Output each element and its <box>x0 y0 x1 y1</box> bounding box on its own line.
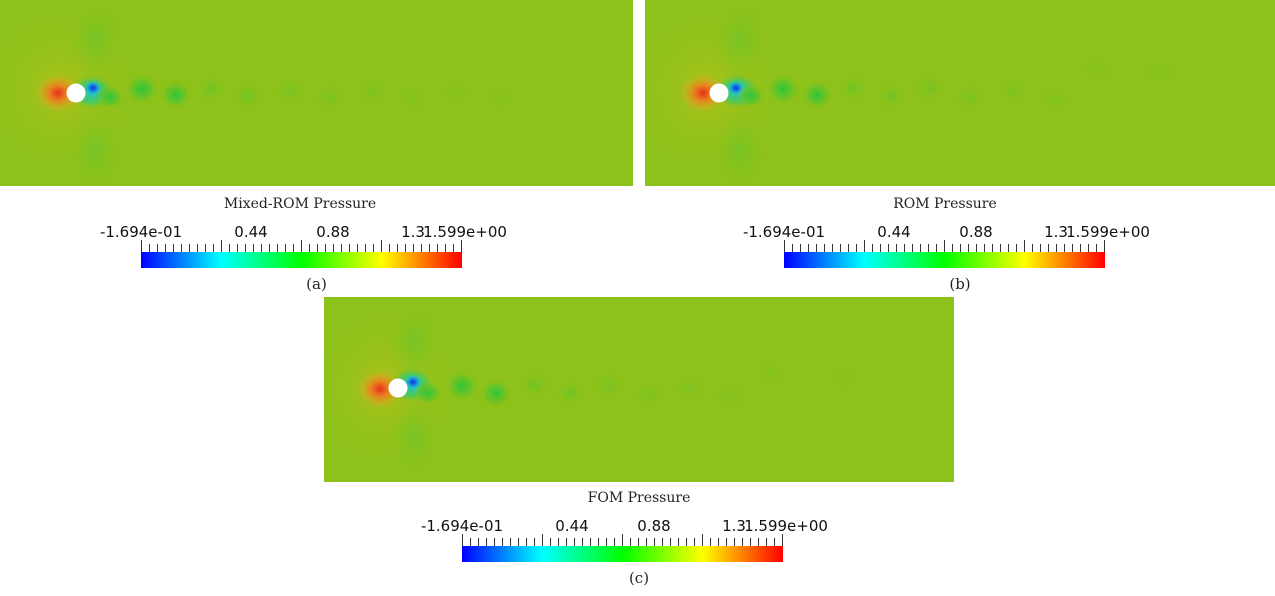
colorbar <box>141 252 462 268</box>
colorbar-label-044: 0.44 <box>555 517 589 535</box>
panel-c: FOM Pressure -1.694e-01 0.44 0.88 1.3 1.… <box>324 297 954 593</box>
panel-title: ROM Pressure <box>893 196 997 212</box>
colorbar-label-max: 1.599e+00 <box>423 223 507 241</box>
panel-title: FOM Pressure <box>587 490 691 506</box>
colorbar-label-min: -1.694e-01 <box>742 223 826 241</box>
pressure-field-rom <box>645 0 1275 186</box>
colorbar <box>784 252 1105 268</box>
colorbar-label-13: 1.3 <box>722 517 746 535</box>
cylinder-obstacle <box>388 378 408 398</box>
colorbar-label-min: -1.694e-01 <box>420 517 504 535</box>
colorbar-label-044: 0.44 <box>234 223 268 241</box>
panel-caption: (b) <box>949 275 971 293</box>
colorbar-label-13: 1.3 <box>1044 223 1068 241</box>
panel-caption: (c) <box>628 569 650 587</box>
colorbar-label-044: 0.44 <box>877 223 911 241</box>
colorbar-label-min: -1.694e-01 <box>99 223 183 241</box>
panel-b: ROM Pressure -1.694e-01 0.44 0.88 1.3 1.… <box>645 0 1275 296</box>
colorbar-label-13: 1.3 <box>401 223 425 241</box>
colorbar-ticks <box>784 240 1105 252</box>
panel-a: Mixed-ROM Pressure -1.694e-01 0.44 0.88 … <box>0 0 633 296</box>
colorbar-label-088: 0.88 <box>316 223 350 241</box>
colorbar-ticks <box>141 240 462 252</box>
colorbar-label-088: 0.88 <box>637 517 671 535</box>
colorbar <box>462 546 783 562</box>
colorbar-label-max: 1.599e+00 <box>1066 223 1150 241</box>
panel-title: Mixed-ROM Pressure <box>223 196 377 212</box>
colorbar-label-max: 1.599e+00 <box>744 517 828 535</box>
colorbar-ticks <box>462 534 783 546</box>
pressure-field-fom <box>324 297 954 482</box>
colorbar-tick-labels: -1.694e-01 0.44 0.88 1.3 1.599e+00 <box>743 223 1150 241</box>
colorbar-label-088: 0.88 <box>959 223 993 241</box>
panel-caption: (a) <box>306 275 327 293</box>
cylinder-obstacle <box>709 83 729 103</box>
cylinder-obstacle <box>66 83 86 103</box>
pressure-field-mixed-rom <box>0 0 633 186</box>
colorbar-tick-labels: -1.694e-01 0.44 0.88 1.3 1.599e+00 <box>100 223 507 241</box>
colorbar-tick-labels: -1.694e-01 0.44 0.88 1.3 1.599e+00 <box>421 517 828 535</box>
